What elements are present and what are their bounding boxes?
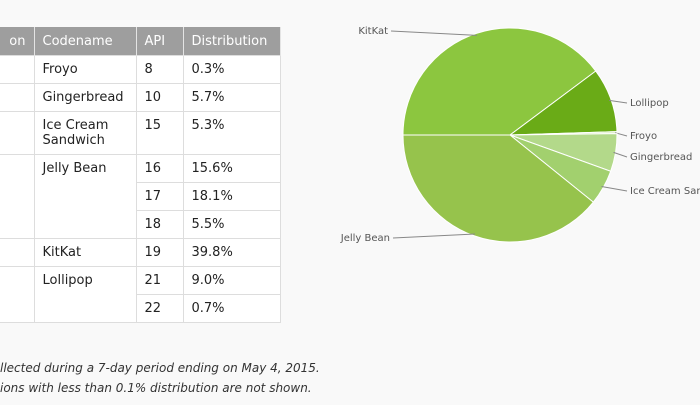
codename-cell: Gingerbread [33,83,137,112]
slice-label: Ice Cream Sand [630,186,700,197]
pie-slice [402,134,594,243]
leader-line [609,99,628,104]
slice-label: Jelly Bean [340,233,390,244]
note: ions with less than 0.1% distribution ar… [0,381,312,395]
header-cell: API [136,27,184,56]
distribution-table: on Codename API Distribution Froyo 8 0.3% Ginge… [0,27,281,323]
codename-cell: Lollipop [33,266,137,323]
leader-line [392,233,476,239]
distribution-cell: 15.6% [182,154,281,183]
header-row: on Codename API Distribution [0,27,281,56]
version-cell [0,83,35,112]
version-cell [0,238,35,267]
distribution-cell: 0.3% [182,55,281,84]
row: 18 5.5% [0,210,281,239]
row: Jelly Bean 16 15.6% [0,154,281,239]
slice-label: Froyo [630,131,657,142]
distribution-cell: 0.7% [182,294,281,323]
row: Froyo 8 0.3% [0,55,281,84]
api-cell: 16 [135,154,184,183]
codename-cell: Jelly Bean [33,154,137,239]
header-cell: Distribution [183,27,281,56]
note: llected during a 7-day period ending on … [0,361,320,375]
header-cell: Codename [34,27,137,56]
row: Lollipop 21 9.0% [0,266,281,323]
distribution-cell: 39.8% [182,238,281,267]
distribution-cell: 5.3% [182,111,281,155]
row: 22 0.7% [0,294,281,323]
row: Gingerbread 10 5.7% [0,83,281,112]
row: 17 18.1% [0,182,281,211]
api-cell: 22 [135,294,184,323]
api-cell: 17 [135,182,184,211]
leader-line [390,30,477,36]
distribution-cell: 5.5% [182,210,281,239]
slice-label: KitKat [358,26,388,37]
slice-label: Lollipop [630,98,669,109]
header-cell: on [0,27,35,56]
codename-cell: Froyo [33,55,137,84]
distribution-cell: 9.0% [182,266,281,295]
distribution-cell: 5.7% [182,83,281,112]
version-cell [0,55,35,84]
slice-label: Gingerbread [630,152,692,163]
api-cell: 15 [135,111,184,155]
version-cell [0,266,35,323]
version-cell [0,154,35,239]
leader-line [613,151,628,158]
codename-cell: Ice Cream Sandwich [33,111,137,155]
pie-slice [402,27,597,136]
api-cell: 10 [135,83,184,112]
leader-line [601,185,628,192]
api-cell: 18 [135,210,184,239]
row: Ice Cream Sandwich 15 5.3% [0,111,281,155]
distribution-cell: 18.1% [182,182,281,211]
